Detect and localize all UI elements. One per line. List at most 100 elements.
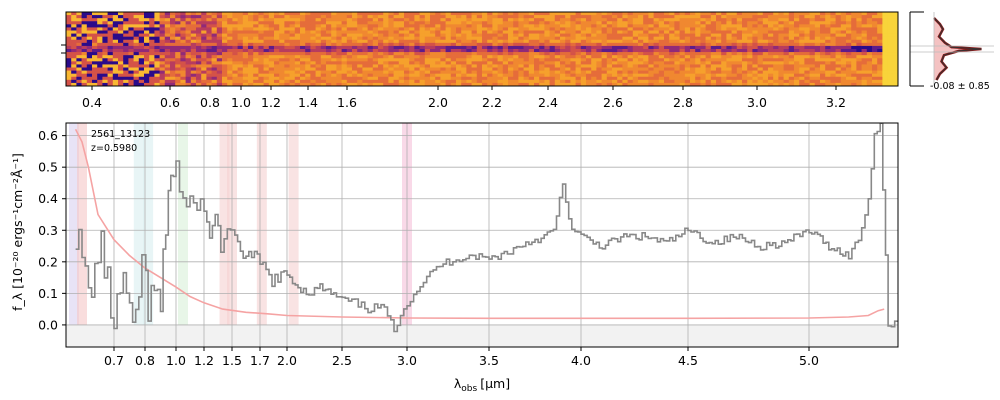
2d-spectrum-cell — [315, 61, 322, 65]
2d-spectrum-cell — [362, 27, 368, 31]
2d-spectrum-cell — [882, 49, 888, 53]
2d-spectrum-cell — [544, 42, 550, 47]
2d-spectrum-cell — [747, 36, 753, 41]
2d-spectrum-cell — [118, 58, 124, 62]
2d-spectrum-cell — [211, 42, 218, 47]
2d-spectrum-cell — [274, 21, 280, 25]
2d-spectrum-cell — [185, 70, 192, 74]
2d-spectrum-cell — [274, 61, 280, 65]
2d-spectrum-cell — [851, 73, 857, 78]
2d-spectrum-cell — [887, 61, 894, 65]
2d-spectrum-cell — [502, 79, 509, 84]
2d-spectrum-cell — [206, 52, 212, 56]
2d-spectrum-cell — [133, 36, 140, 41]
2d-spectrum-cell — [747, 76, 753, 81]
2d-spectrum-cell — [778, 58, 784, 62]
2d-spectrum-cell — [856, 79, 862, 84]
2d-spectrum-cell — [747, 39, 753, 44]
2d-spectrum-cell — [731, 52, 738, 56]
2d-spectrum-cell — [456, 58, 462, 62]
2d-spectrum-cell — [612, 55, 618, 59]
2d-spectrum-cell — [596, 82, 602, 87]
2d-spectrum-cell — [799, 39, 805, 44]
2d-spectrum-cell — [799, 33, 805, 37]
2d-spectrum-cell — [773, 27, 779, 31]
2d-spectrum-cell — [263, 30, 270, 34]
2d-spectrum-cell — [357, 52, 363, 56]
2d-spectrum-cell — [92, 73, 98, 78]
x-axis-tick-label: 4.5 — [678, 353, 698, 368]
2d-spectrum-cell — [539, 27, 545, 31]
2d-spectrum-cell — [705, 27, 712, 31]
2d-spectrum-cell — [248, 55, 254, 59]
2d-spectrum-cell — [887, 58, 894, 62]
x-axis-tick-label: 1.7 — [250, 353, 270, 368]
2d-spectrum-cell — [211, 70, 218, 74]
2d-spectrum-cell — [830, 67, 836, 71]
2d-spectrum-cell — [830, 76, 836, 81]
2d-spectrum-cell — [461, 67, 467, 71]
2d-spectrum-cell — [518, 76, 524, 81]
2d-spectrum-cell — [591, 27, 597, 31]
2d-spectrum-cell — [159, 55, 166, 59]
2d-spectrum-cell — [190, 70, 197, 74]
2d-spectrum-cell — [175, 33, 181, 37]
2d-spectrum-cell — [482, 76, 488, 81]
2d-spectrum-cell — [643, 49, 649, 53]
2d-spectrum-cell — [253, 76, 259, 81]
2d-spectrum-cell — [112, 67, 119, 71]
2d-spectrum-cell — [164, 67, 171, 71]
2d-spectrum-cell — [305, 24, 311, 28]
2d-spectrum-cell — [76, 76, 82, 81]
2d-spectrum-cell — [820, 61, 826, 65]
2d-spectrum-cell — [570, 82, 576, 87]
2d-spectrum-cell — [409, 67, 415, 71]
2d-spectrum-cell — [804, 64, 810, 68]
2d-spectrum-cell — [539, 36, 545, 41]
2d-spectrum-cell — [362, 76, 368, 81]
2d-spectrum-cell — [206, 64, 212, 68]
2d-spectrum-cell — [882, 21, 888, 25]
2d-spectrum-cell — [773, 79, 779, 84]
2d-spectrum-cell — [445, 73, 452, 78]
2d-spectrum-cell — [102, 45, 108, 50]
2d-spectrum-cell — [866, 27, 873, 31]
2d-spectrum-cell — [809, 21, 816, 25]
2d-spectrum-cell — [237, 15, 244, 19]
2d-spectrum-cell — [445, 67, 452, 71]
2d-spectrum-cell — [846, 36, 852, 41]
2d-spectrum-cell — [216, 55, 223, 59]
2d-spectrum-cell — [97, 45, 103, 50]
2d-spectrum-cell — [492, 79, 498, 84]
2d-spectrum-cell — [424, 76, 431, 81]
2d-spectrum-cell — [570, 67, 576, 71]
2d-spectrum-cell — [648, 76, 654, 81]
2d-spectrum-cell — [133, 64, 140, 68]
2d-spectrum-cell — [206, 45, 212, 50]
2d-spectrum-cell — [809, 64, 816, 68]
2d-spectrum-cell — [211, 24, 218, 28]
2d-spectrum-cell — [445, 64, 452, 68]
2d-spectrum-cell — [580, 64, 587, 68]
2d-spectrum-cell — [440, 39, 446, 44]
2d-spectrum-cell — [482, 36, 488, 41]
2d-spectrum-cell — [102, 18, 108, 22]
2d-spectrum-cell — [263, 61, 270, 65]
2d-spectrum-cell — [757, 55, 764, 59]
2d-spectrum-cell — [788, 49, 795, 53]
2d-spectrum-cell — [112, 76, 119, 81]
2d-spectrum-cell — [211, 58, 218, 62]
2d-spectrum-cell — [409, 45, 415, 50]
2d-spectrum-cell — [705, 15, 712, 19]
2d-spectrum-cell — [570, 42, 576, 47]
2d-spectrum-cell — [393, 55, 400, 59]
2d-spectrum-cell — [294, 58, 301, 62]
2d-spectrum-cell — [164, 15, 171, 19]
2d-spectrum-cell — [752, 70, 758, 74]
2d-spectrum-cell — [570, 79, 576, 84]
2d-spectrum-cell — [253, 82, 259, 87]
2d-spectrum-cell — [237, 73, 244, 78]
2d-spectrum-cell — [71, 70, 77, 74]
2d-spectrum-cell — [788, 36, 795, 41]
2d-spectrum-cell — [123, 24, 129, 28]
